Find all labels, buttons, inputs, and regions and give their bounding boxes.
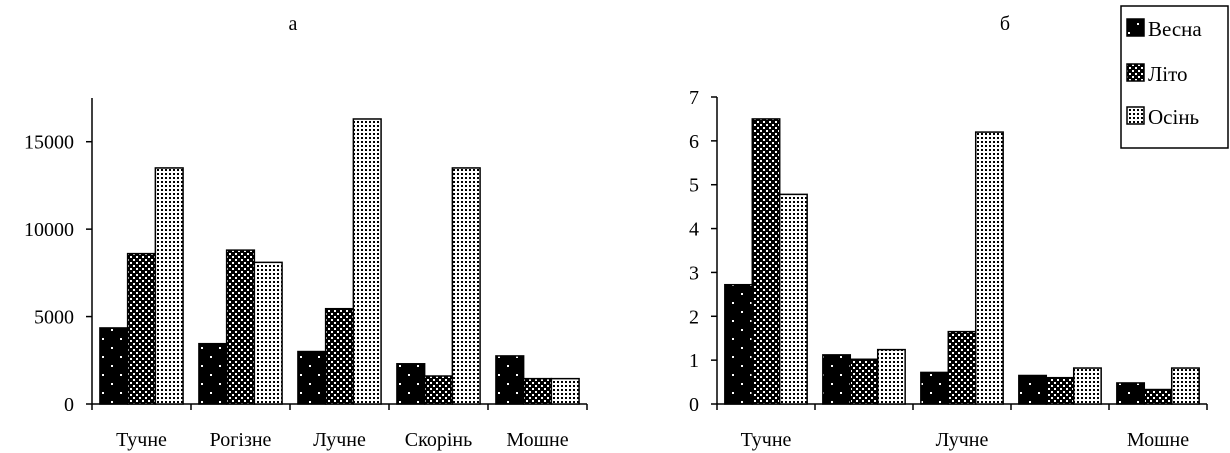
y-tick-label: 7 [689,87,699,109]
legend-swatch-3 [1127,107,1144,124]
x-tick-label: Лучне [313,429,366,451]
chart-b-bars [725,119,1199,404]
chart-a-title: а [289,13,298,35]
x-tick-label: Рогізне [210,429,272,451]
y-tick-label: 0 [64,394,74,416]
y-tick-label: 2 [689,306,699,328]
y-tick-label: 5000 [34,307,74,329]
bar-2-2 [227,250,255,404]
legend-label-3: Осінь [1148,105,1199,129]
bar-1-2 [823,355,850,404]
bar-1-4 [1019,375,1046,404]
y-tick-label: 3 [689,262,699,284]
y-tick-label: 1 [689,350,699,372]
bar-2-5 [524,379,552,404]
bar-3-5 [1172,368,1199,404]
bar-1-2 [199,344,227,404]
bar-1-3 [298,352,326,404]
bar-3-2 [254,262,282,404]
bar-3-1 [155,168,183,404]
legend: Весна Літо Осінь [1121,6,1228,148]
y-tick-label: 10000 [24,219,74,241]
x-tick-label: Тучне [116,429,167,451]
x-tick-label: Скорінь [405,429,472,451]
bar-1-5 [496,356,524,404]
x-tick-label: Мошне [1127,429,1189,451]
y-tick-label: 4 [689,219,699,241]
bar-2-1 [128,254,156,404]
bar-2-4 [1046,378,1073,404]
y-tick-label: 5 [689,175,699,197]
bar-1-1 [100,328,128,404]
y-tick-label: 0 [689,394,699,416]
legend-swatch-2 [1127,64,1144,81]
legend-swatch-1 [1127,19,1144,36]
legend-label-1: Весна [1148,17,1202,41]
bar-3-2 [878,350,905,404]
y-tick-label: 6 [689,131,699,153]
bar-1-3 [921,372,948,404]
x-tick-label: Тучне [741,429,792,451]
bar-2-3 [948,332,975,404]
bar-1-1 [725,285,752,404]
bar-2-2 [850,359,877,404]
bar-3-3 [353,119,381,404]
chart-a-bars [100,119,579,404]
bar-3-5 [551,379,579,404]
bar-2-3 [326,309,354,404]
x-tick-label: Мошне [506,429,568,451]
bar-1-5 [1117,383,1144,404]
bar-2-4 [425,376,453,404]
x-tick-label: Лучне [936,429,989,451]
y-tick-label: 15000 [24,132,74,154]
chart-a: а 0 5000 10000 15000 Тучне Рогізне Лучне Скорін… [24,13,587,451]
bar-3-3 [976,132,1003,404]
bar-3-4 [452,168,480,404]
bar-3-4 [1074,368,1101,404]
legend-label-2: Літо [1148,62,1187,86]
bar-1-4 [397,364,425,404]
bar-2-5 [1144,390,1171,404]
bar-3-1 [780,194,807,404]
chart-b-title: б [1000,13,1010,35]
bar-2-1 [752,119,779,404]
